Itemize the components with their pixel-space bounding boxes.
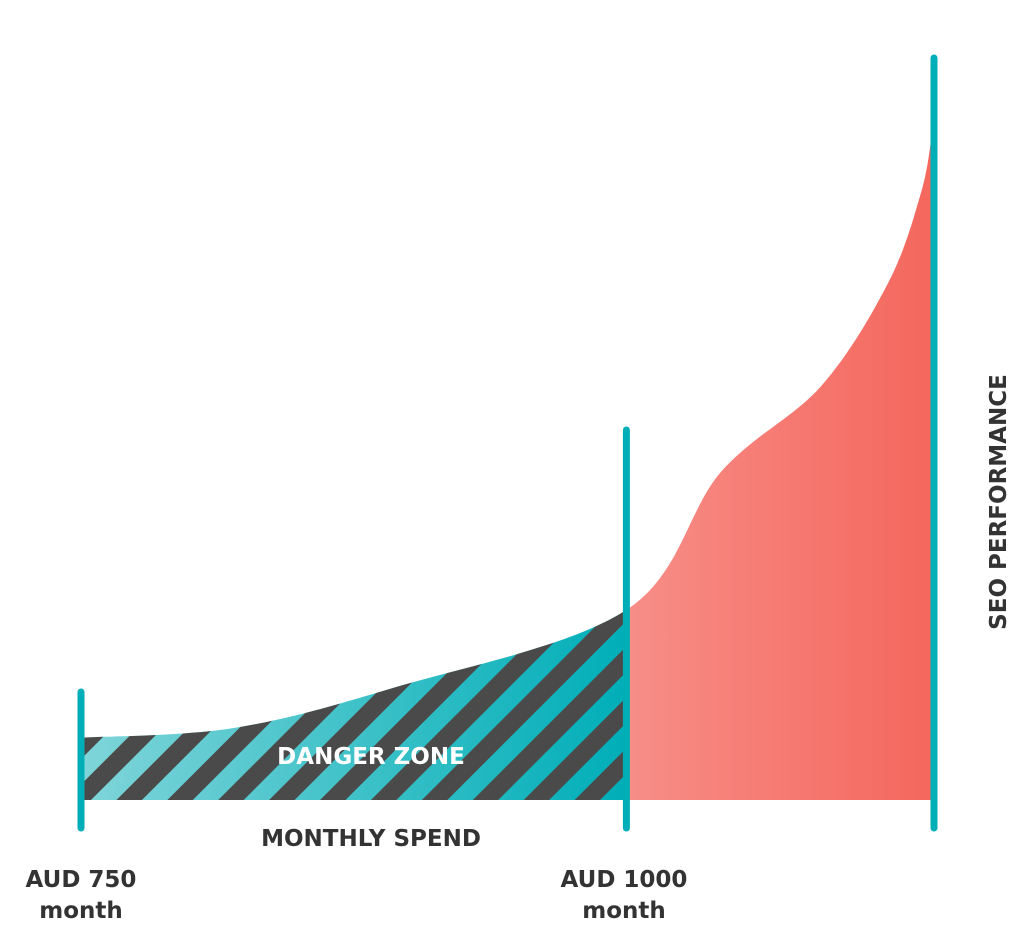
danger-zone-hatching xyxy=(81,610,627,800)
marker-label-750: AUD 750 xyxy=(26,867,137,893)
performance-area xyxy=(626,135,934,800)
y-axis-label: SEO PERFORMANCE xyxy=(986,374,1012,630)
marker-label-1000: AUD 1000 xyxy=(561,867,688,893)
danger-zone-label: DANGER ZONE xyxy=(277,744,465,770)
marker-sublabel-1000: month xyxy=(582,898,666,924)
x-axis-label: MONTHLY SPEND xyxy=(261,826,481,852)
marker-sublabel-750: month xyxy=(39,898,123,924)
